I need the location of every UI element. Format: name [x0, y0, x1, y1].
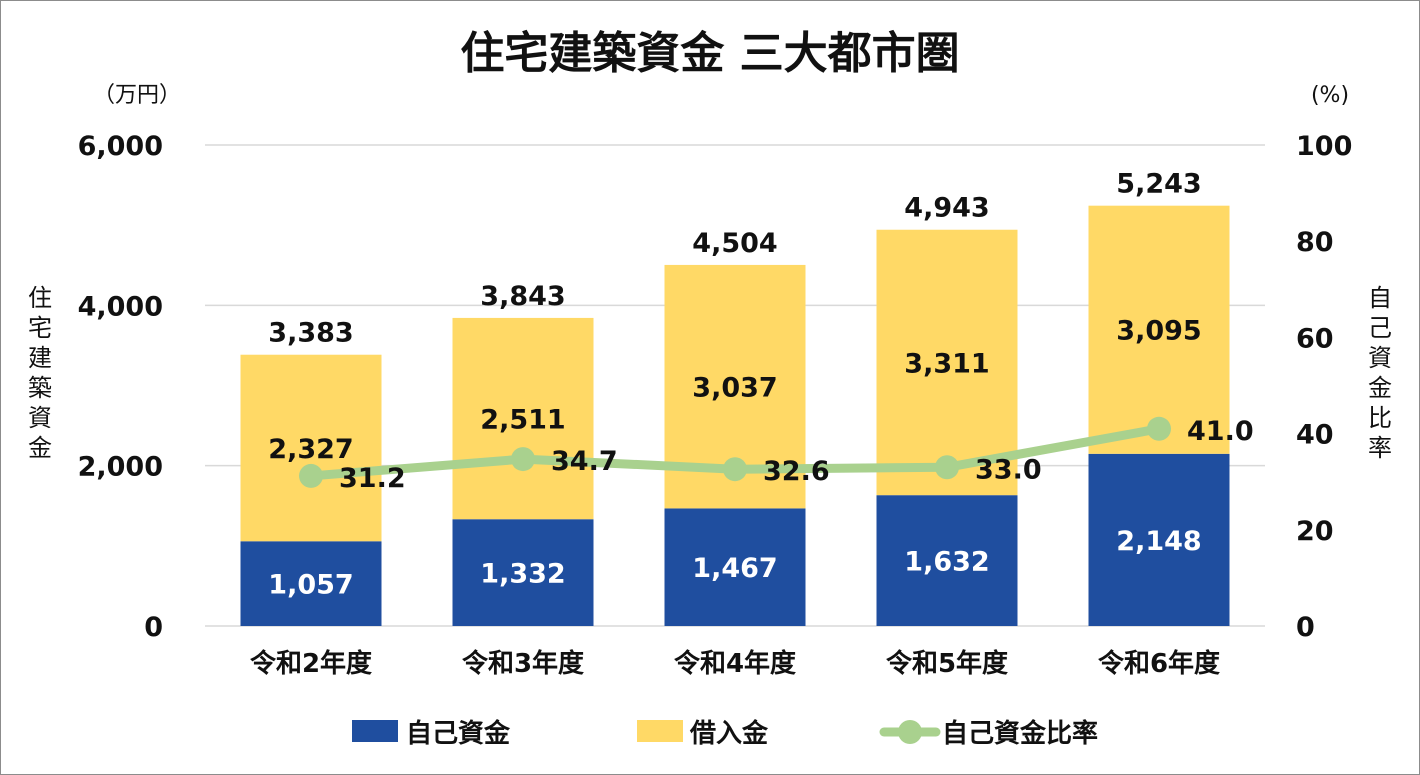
ratio-value-label: 33.0	[975, 454, 1042, 485]
bar-loan	[240, 354, 382, 542]
ratio-point	[299, 463, 323, 488]
right-axis-label-char: 比	[1368, 404, 1392, 432]
loan-value-label: 2,511	[480, 405, 565, 436]
category-label: 令和4年度	[674, 648, 796, 679]
right-tick-label: 0	[1296, 612, 1315, 643]
legend-label-loan: 借入金	[689, 718, 769, 749]
ratio-value-label: 41.0	[1187, 416, 1254, 447]
right-axis-label: 自己資金比率	[1368, 284, 1392, 462]
bar-own-funds	[452, 519, 594, 626]
loan-value-label: 3,311	[904, 348, 989, 379]
ratio-value-label: 31.2	[339, 463, 406, 494]
right-axis-label-char: 自	[1368, 284, 1392, 312]
legend-label-ratio: 自己資金比率	[942, 718, 1098, 749]
left-axis-label-char: 資	[28, 404, 52, 432]
total-value-label: 3,383	[268, 318, 353, 349]
left-axis-label-char: 住	[28, 284, 52, 312]
right-tick-label: 20	[1296, 516, 1334, 547]
ratio-value-label: 32.6	[763, 456, 830, 487]
left-tick-label: 2,000	[78, 452, 163, 483]
left-axis-label: 住宅建築資金	[28, 284, 52, 462]
ratio-point	[723, 457, 747, 482]
own-funds-value-label: 1,632	[904, 547, 989, 578]
legend-swatch-loan	[637, 720, 683, 742]
category-label: 令和2年度	[250, 648, 372, 679]
category-label: 令和5年度	[886, 648, 1008, 679]
right-tick-label: 60	[1296, 323, 1334, 354]
ratio-point	[935, 455, 959, 480]
total-value-label: 3,843	[480, 281, 565, 312]
legend-swatch-own-funds	[352, 720, 398, 742]
left-tick-label: 6,000	[78, 131, 163, 162]
right-axis-label-char: 資	[1368, 344, 1392, 372]
loan-value-label: 2,327	[268, 434, 353, 465]
loan-value-label: 3,095	[1116, 316, 1201, 347]
own-funds-value-label: 2,148	[1116, 526, 1201, 557]
total-value-label: 5,243	[1116, 169, 1201, 200]
left-axis-unit: （万円）	[93, 83, 181, 108]
bar-loan	[452, 317, 594, 520]
chart-title: 住宅建築資金 三大都市圏	[460, 28, 959, 79]
legend-swatch-ratio-marker	[898, 720, 922, 744]
category-label: 令和6年度	[1098, 648, 1220, 679]
bar-own-funds	[664, 508, 806, 626]
right-axis-label-char: 己	[1368, 314, 1392, 342]
bar-own-funds	[240, 541, 382, 626]
right-axis-label-char: 率	[1368, 434, 1392, 462]
left-axis-label-char: 築	[28, 374, 52, 402]
bar-own-funds	[1088, 453, 1230, 626]
bar-own-funds	[876, 495, 1018, 626]
right-axis-label-char: 金	[1368, 374, 1392, 402]
right-axis-unit: (%)	[1311, 83, 1349, 108]
left-tick-label: 4,000	[78, 291, 163, 322]
own-funds-value-label: 1,332	[480, 559, 565, 590]
total-value-label: 4,504	[692, 228, 777, 259]
left-axis-label-char: 金	[28, 434, 52, 462]
own-funds-value-label: 1,057	[268, 570, 353, 601]
ratio-point	[511, 447, 535, 472]
ratio-point	[1147, 416, 1171, 441]
right-tick-label: 80	[1296, 227, 1334, 258]
left-tick-label: 0	[144, 612, 163, 643]
right-tick-label: 100	[1296, 131, 1352, 162]
ratio-value-label: 34.7	[551, 446, 618, 477]
right-tick-label: 40	[1296, 420, 1334, 451]
bar-loan	[1088, 205, 1230, 454]
category-label: 令和3年度	[462, 648, 584, 679]
total-value-label: 4,943	[904, 193, 989, 224]
own-funds-value-label: 1,467	[692, 553, 777, 584]
loan-value-label: 3,037	[692, 373, 777, 404]
left-axis-label-char: 建	[28, 344, 52, 372]
left-axis-label-char: 宅	[28, 314, 52, 342]
legend-label-own-funds: 自己資金	[406, 718, 511, 749]
bar-loan	[876, 229, 1018, 496]
